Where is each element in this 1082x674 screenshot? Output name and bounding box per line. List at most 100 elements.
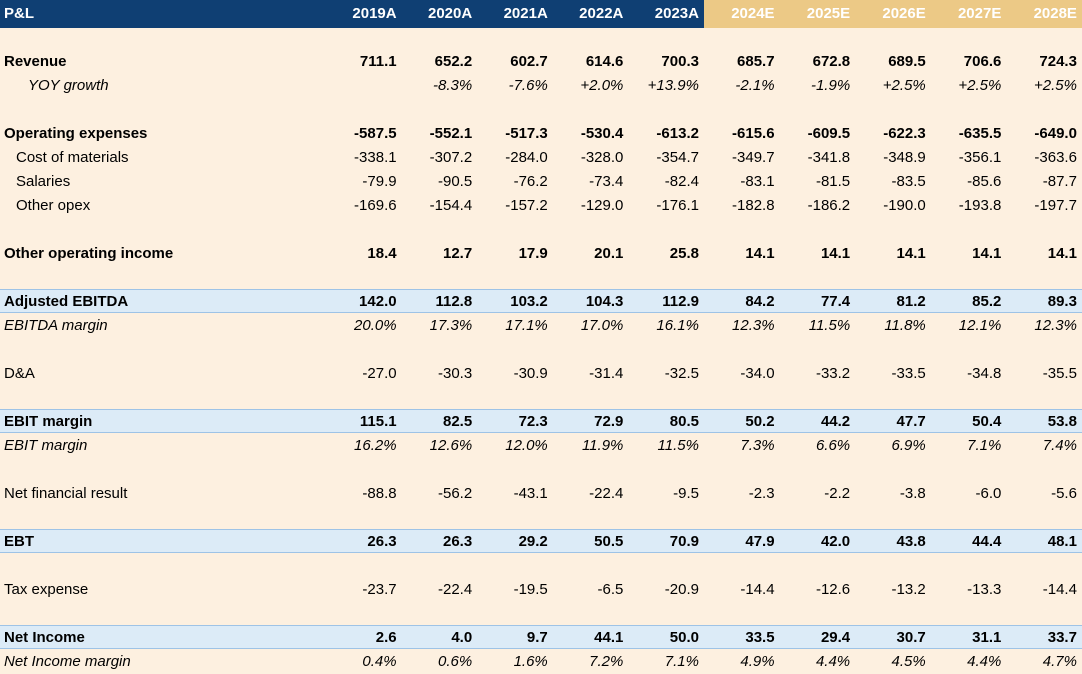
value-cell[interactable]: 12.3% (1034, 316, 1077, 334)
value-cell[interactable]: 80.5 (669, 412, 699, 430)
value-cell[interactable]: 30.7 (896, 628, 926, 646)
value-cell[interactable]: -197.7 (1034, 196, 1077, 214)
value-cell[interactable]: -348.9 (883, 148, 926, 166)
value-cell[interactable]: -530.4 (580, 124, 624, 142)
value-cell[interactable]: 4.7% (1042, 652, 1077, 670)
value-cell[interactable]: 14.1 (1047, 244, 1077, 262)
value-cell[interactable]: -88.8 (362, 484, 397, 502)
value-cell[interactable]: -2.2 (824, 484, 851, 502)
value-cell[interactable]: -609.5 (807, 124, 851, 142)
value-cell[interactable]: 11.5% (657, 436, 699, 454)
value-cell[interactable]: 689.5 (888, 52, 926, 70)
value-cell[interactable]: 614.6 (585, 52, 624, 70)
value-cell[interactable]: 11.5% (808, 316, 851, 334)
value-cell[interactable]: 16.1% (656, 316, 699, 334)
value-cell[interactable]: 11.9% (581, 436, 624, 454)
value-cell[interactable]: -6.5 (597, 580, 624, 598)
value-cell[interactable]: -81.5 (815, 172, 851, 190)
value-cell[interactable]: 672.8 (812, 52, 851, 70)
value-cell[interactable]: 103.2 (510, 292, 548, 310)
value-cell[interactable]: 81.2 (896, 292, 926, 310)
value-cell[interactable]: -82.4 (664, 172, 699, 190)
value-cell[interactable]: 652.2 (434, 52, 473, 70)
value-cell[interactable]: 72.3 (518, 412, 548, 430)
value-cell[interactable]: 2.6 (375, 628, 397, 646)
value-cell[interactable]: -363.6 (1034, 148, 1077, 166)
value-cell[interactable]: -85.6 (967, 172, 1002, 190)
value-cell[interactable]: 6.6% (815, 436, 851, 454)
value-cell[interactable]: 50.5 (594, 532, 624, 550)
value-cell[interactable]: 17.3% (429, 316, 473, 334)
value-cell[interactable]: -2.3 (748, 484, 775, 502)
value-cell[interactable]: -90.5 (437, 172, 473, 190)
value-cell[interactable]: 47.7 (896, 412, 926, 430)
value-cell[interactable]: -8.3% (433, 76, 473, 94)
value-cell[interactable]: 14.1 (820, 244, 851, 262)
value-cell[interactable]: -349.7 (732, 148, 775, 166)
value-cell[interactable]: -182.8 (732, 196, 775, 214)
value-cell[interactable]: 142.0 (359, 292, 397, 310)
value-cell[interactable]: -56.2 (437, 484, 473, 502)
value-cell[interactable]: 12.1% (958, 316, 1002, 334)
value-cell[interactable]: -33.2 (815, 364, 851, 382)
value-cell[interactable]: -30.9 (513, 364, 548, 382)
value-cell[interactable]: -615.6 (732, 124, 775, 142)
value-cell[interactable]: -635.5 (958, 124, 1002, 142)
value-cell[interactable]: 43.8 (896, 532, 926, 550)
value-cell[interactable]: 4.4% (815, 652, 851, 670)
value-cell[interactable]: -6.0 (975, 484, 1002, 502)
value-cell[interactable]: 31.1 (972, 628, 1002, 646)
value-cell[interactable]: 14.1 (972, 244, 1002, 262)
value-cell[interactable]: +2.5% (882, 76, 926, 94)
value-cell[interactable]: 112.9 (662, 292, 699, 310)
value-cell[interactable]: -649.0 (1034, 124, 1077, 142)
value-cell[interactable]: 17.0% (580, 316, 624, 334)
value-cell[interactable]: 50.2 (745, 412, 775, 430)
value-cell[interactable]: 1.6% (513, 652, 548, 670)
value-cell[interactable]: 6.9% (891, 436, 926, 454)
value-cell[interactable]: 7.1% (664, 652, 699, 670)
value-cell[interactable]: 48.1 (1047, 532, 1077, 550)
value-cell[interactable]: -22.4 (589, 484, 624, 502)
value-cell[interactable]: 12.7 (442, 244, 473, 262)
value-cell[interactable]: 26.3 (442, 532, 473, 550)
value-cell[interactable]: 7.4% (1042, 436, 1077, 454)
value-cell[interactable]: 29.2 (518, 532, 548, 550)
value-cell[interactable]: -613.2 (656, 124, 699, 142)
value-cell[interactable]: -328.0 (580, 148, 624, 166)
value-cell[interactable]: 85.2 (972, 292, 1002, 310)
value-cell[interactable]: 4.0 (451, 628, 473, 646)
value-cell[interactable]: +2.0% (580, 76, 624, 94)
value-cell[interactable]: -14.4 (740, 580, 775, 598)
value-cell[interactable]: -27.0 (362, 364, 397, 382)
value-cell[interactable]: 115.1 (359, 412, 397, 430)
value-cell[interactable]: -307.2 (429, 148, 473, 166)
value-cell[interactable]: 44.4 (972, 532, 1002, 550)
value-cell[interactable]: -338.1 (354, 148, 397, 166)
value-cell[interactable]: -33.5 (891, 364, 926, 382)
value-cell[interactable]: 89.3 (1047, 292, 1077, 310)
value-cell[interactable]: 33.5 (745, 628, 775, 646)
value-cell[interactable]: -34.8 (967, 364, 1002, 382)
value-cell[interactable]: -284.0 (505, 148, 548, 166)
value-cell[interactable]: 25.8 (669, 244, 699, 262)
value-cell[interactable]: 700.3 (661, 52, 699, 70)
value-cell[interactable]: -169.6 (354, 196, 397, 214)
value-cell[interactable]: -35.5 (1042, 364, 1077, 382)
value-cell[interactable]: -12.6 (815, 580, 851, 598)
value-cell[interactable]: -552.1 (429, 124, 473, 142)
value-cell[interactable]: 724.3 (1039, 52, 1077, 70)
value-cell[interactable]: 7.2% (589, 652, 624, 670)
value-cell[interactable]: -129.0 (580, 196, 624, 214)
value-cell[interactable]: -193.8 (958, 196, 1002, 214)
value-cell[interactable]: -1.9% (810, 76, 851, 94)
value-cell[interactable]: 72.9 (594, 412, 624, 430)
value-cell[interactable]: -83.1 (740, 172, 775, 190)
value-cell[interactable]: 50.0 (669, 628, 699, 646)
value-cell[interactable]: -622.3 (883, 124, 926, 142)
value-cell[interactable]: 20.0% (354, 316, 397, 334)
value-cell[interactable]: 17.9 (518, 244, 548, 262)
value-cell[interactable]: -7.6% (508, 76, 548, 94)
value-cell[interactable]: 20.1 (594, 244, 624, 262)
value-cell[interactable]: 82.5 (442, 412, 473, 430)
